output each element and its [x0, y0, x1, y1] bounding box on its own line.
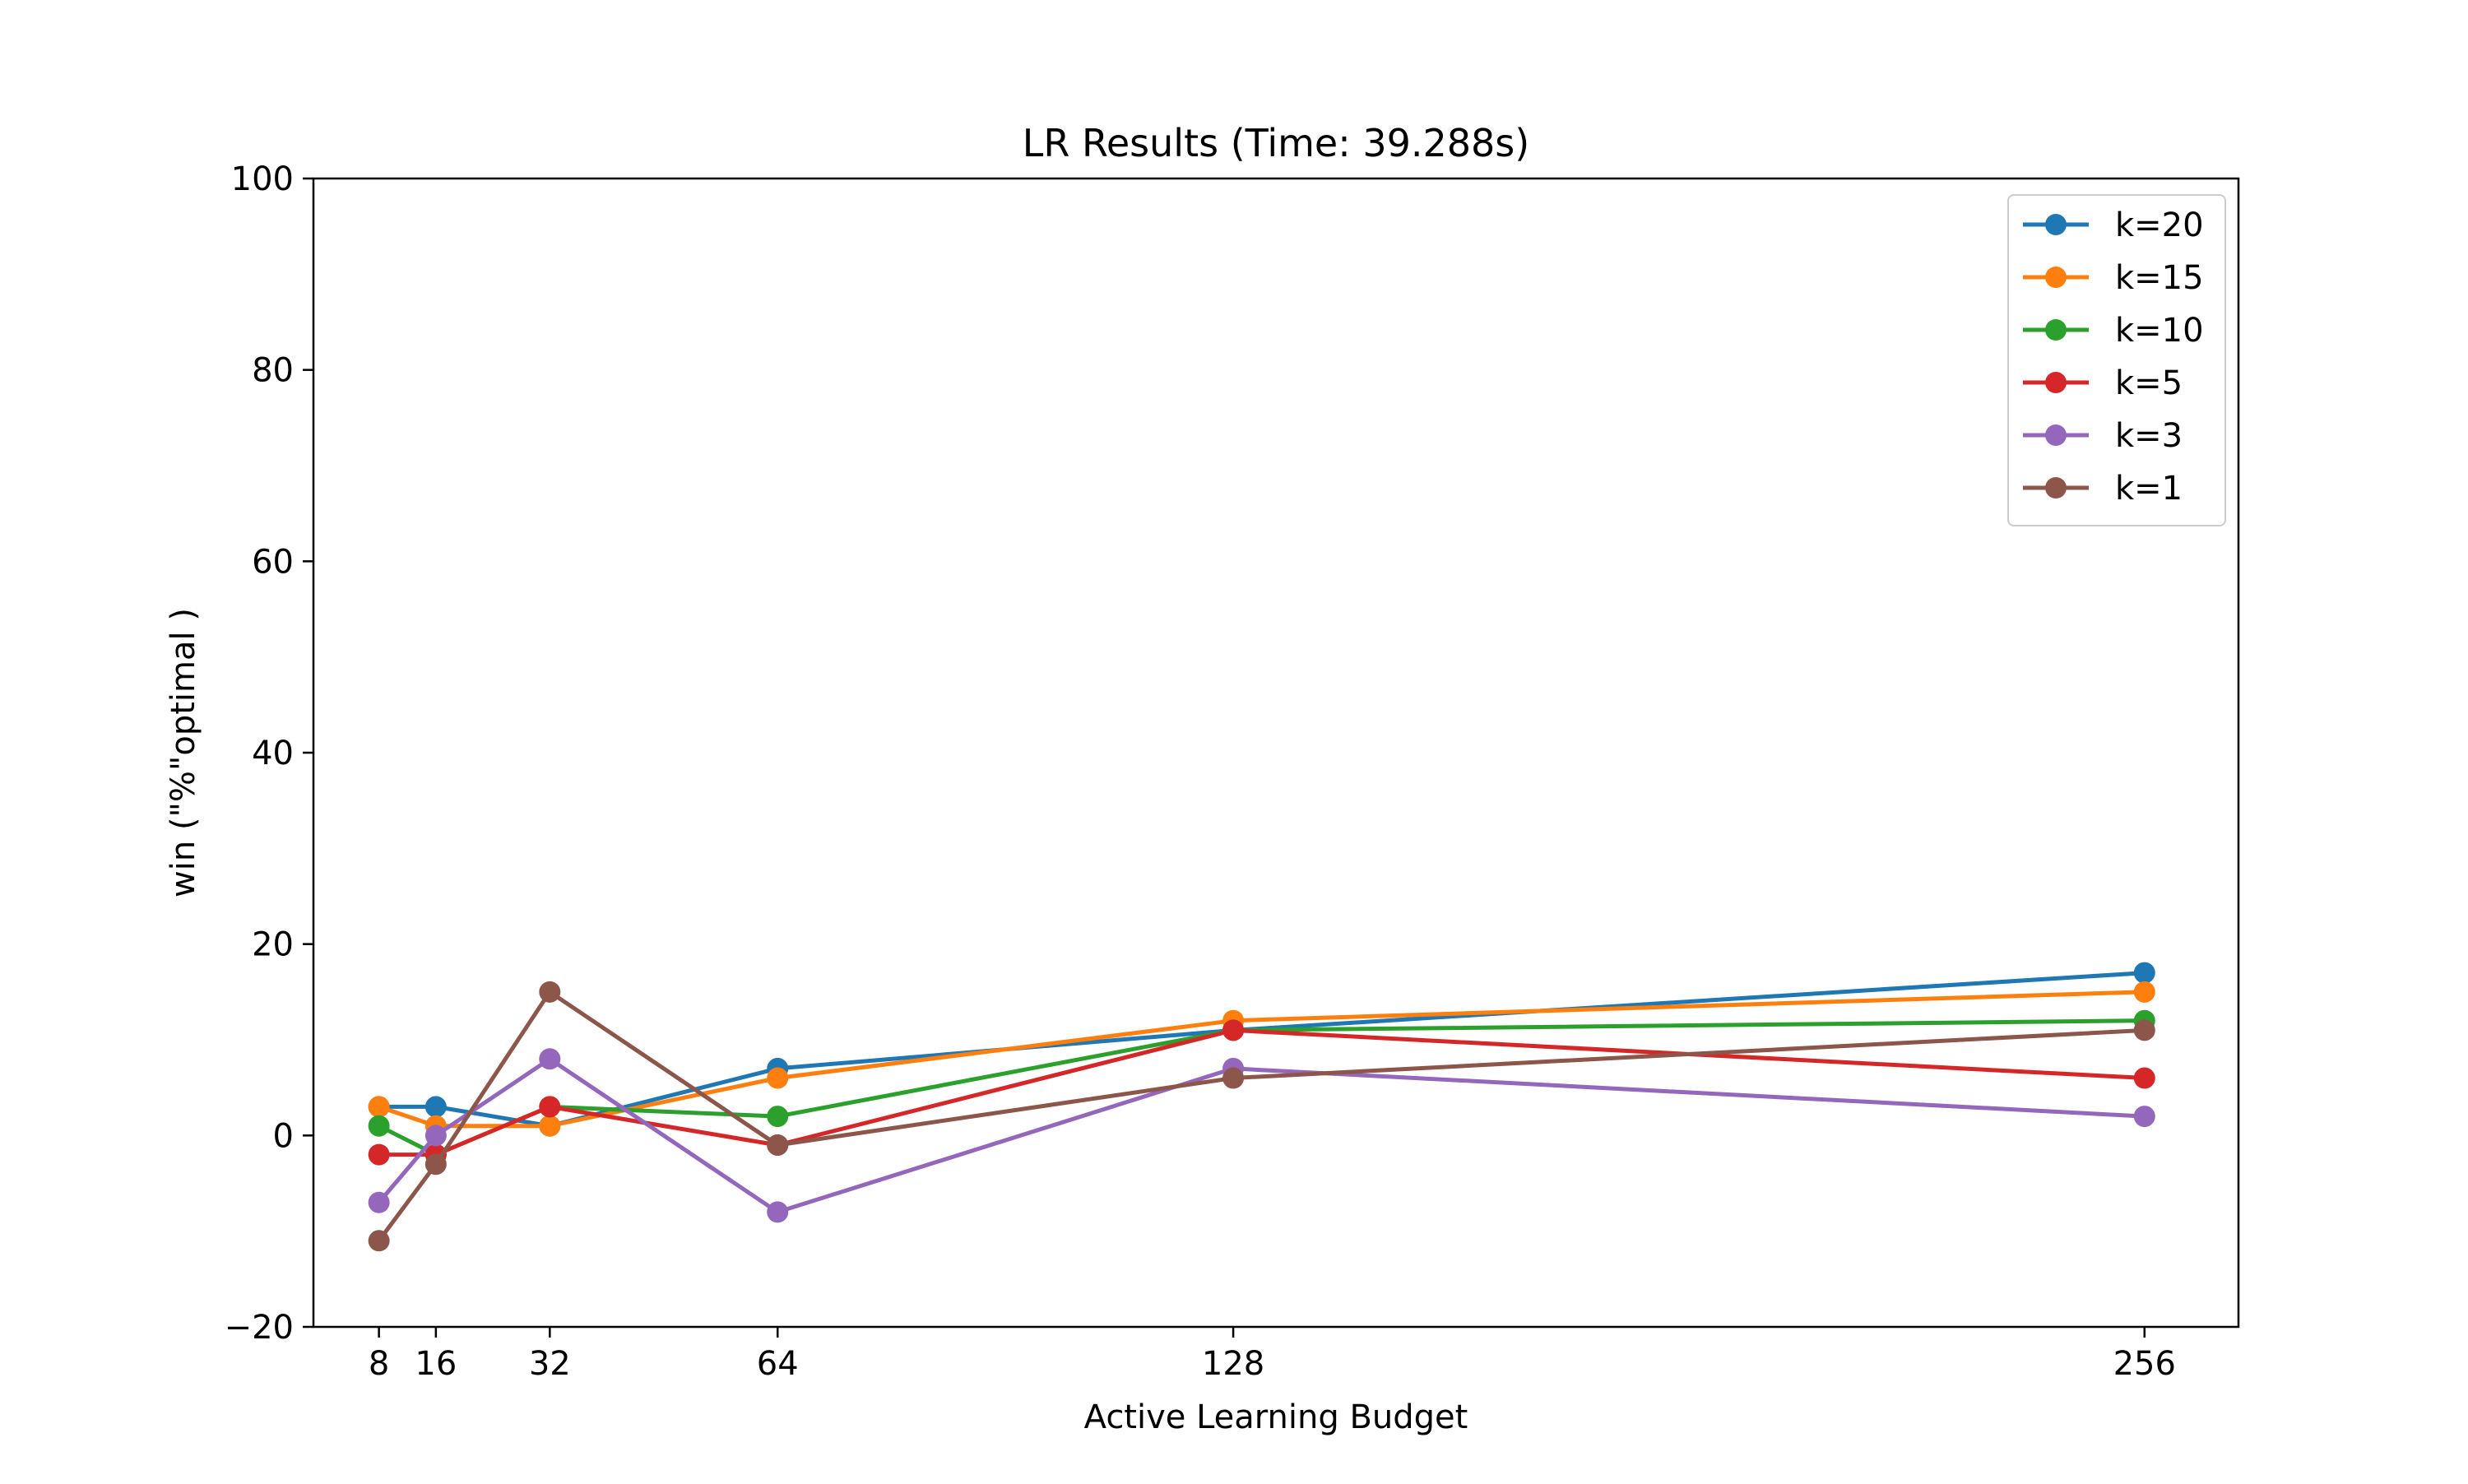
data-point [424, 1153, 447, 1176]
legend-item: k=3 [2023, 417, 2183, 455]
data-point [368, 1143, 390, 1166]
x-tick-label: 32 [529, 1345, 571, 1383]
data-point [368, 1096, 390, 1118]
legend-label: k=15 [2115, 259, 2204, 297]
data-point [539, 1115, 561, 1137]
series-k=3 [368, 1048, 2155, 1223]
x-axis-ticks: 8 16 32 64 128 256 [369, 1327, 2176, 1383]
data-point [2133, 981, 2155, 1003]
data-point [767, 1067, 789, 1089]
legend-item: k=1 [2023, 470, 2183, 508]
legend: k=20 k=15 k=10 k=5 k=3 k=1 [2007, 194, 2226, 526]
y-axis-ticks: −20 0 20 40 60 80 100 [225, 160, 313, 1347]
series-k=1 [368, 981, 2155, 1252]
legend-item: k=10 [2023, 312, 2204, 350]
y-tick-label: 20 [252, 926, 294, 964]
data-point [1222, 1067, 1245, 1089]
x-tick-label: 256 [2113, 1345, 2176, 1383]
plot-area [313, 179, 2238, 1327]
x-axis-label: Active Learning Budget [1084, 1398, 1468, 1436]
legend-label: k=5 [2115, 364, 2183, 402]
series-line [376, 990, 2147, 1244]
data-point [539, 1048, 561, 1070]
y-tick-label: 100 [231, 160, 294, 198]
chart-title: LR Results (Time: 39.288s) [1023, 121, 1529, 165]
legend-label: k=10 [2115, 312, 2204, 350]
y-axis-label: win ("%"optimal ) [165, 608, 202, 897]
data-point [539, 981, 561, 1003]
legend-marker [2045, 214, 2067, 235]
legend-marker [2045, 424, 2067, 446]
data-point [539, 1096, 561, 1118]
plot-frame [312, 177, 2240, 1329]
data-point [2133, 1067, 2155, 1089]
legend-marker [2045, 372, 2067, 393]
y-tick-label: 0 [273, 1117, 294, 1155]
legend-marker [2045, 477, 2067, 499]
legend-marker [2045, 267, 2067, 288]
x-tick-label: 16 [415, 1345, 457, 1383]
series-layer [368, 962, 2155, 1252]
data-point [767, 1201, 789, 1223]
legend-item: k=15 [2023, 259, 2204, 297]
data-point [2133, 1019, 2155, 1041]
x-tick-label: 128 [1202, 1345, 1264, 1383]
data-point [2133, 1106, 2155, 1128]
legend-marker [2045, 319, 2067, 341]
legend-label: k=20 [2115, 206, 2204, 244]
y-tick-label: −20 [225, 1309, 294, 1347]
legend-label: k=3 [2115, 417, 2183, 455]
y-tick-label: 80 [252, 352, 294, 390]
data-point [767, 1106, 789, 1128]
legend-item: k=20 [2023, 206, 2204, 244]
data-point [1222, 1019, 1245, 1041]
y-tick-label: 40 [252, 735, 294, 772]
legend-label: k=1 [2115, 470, 2183, 508]
data-point [424, 1125, 447, 1147]
series-line [376, 1056, 2147, 1214]
y-tick-label: 60 [252, 543, 294, 581]
legend-item: k=5 [2023, 364, 2183, 402]
data-point [368, 1115, 390, 1137]
data-point [368, 1230, 390, 1252]
x-tick-label: 64 [757, 1345, 799, 1383]
data-point [368, 1191, 390, 1213]
data-point [767, 1134, 789, 1156]
data-point [424, 1096, 447, 1118]
x-tick-label: 8 [369, 1345, 389, 1383]
data-point [2133, 962, 2155, 984]
